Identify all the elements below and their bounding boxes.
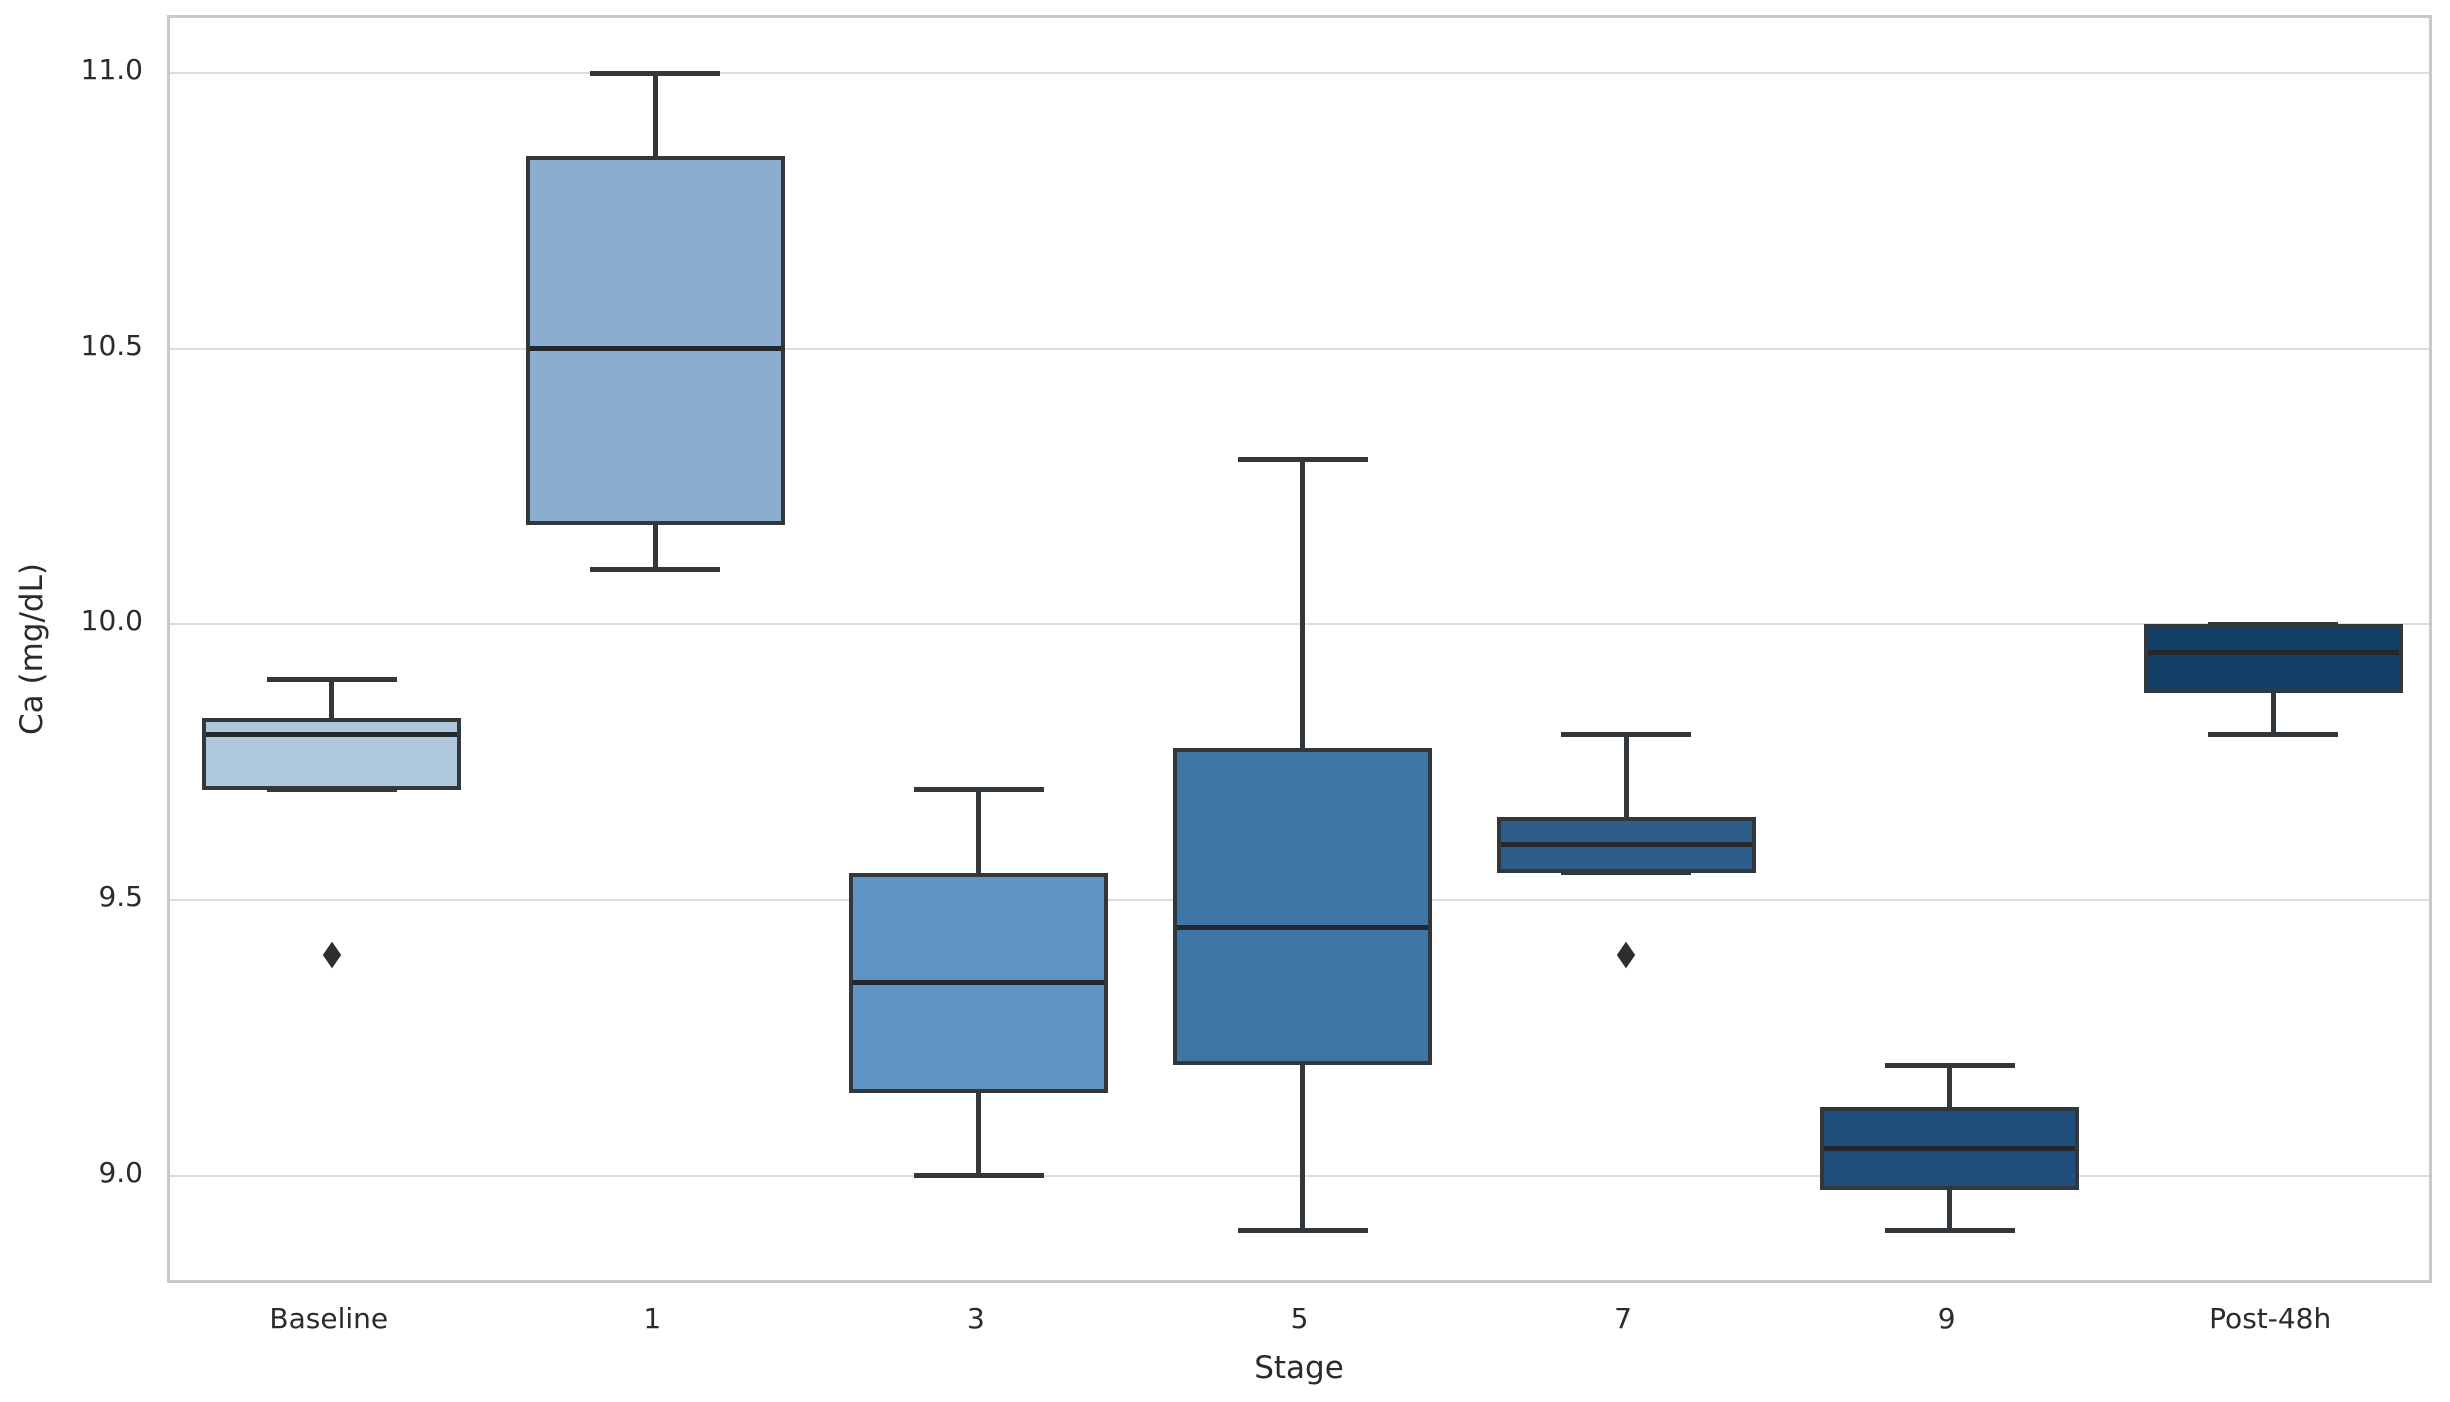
outlier-diamond (1616, 941, 1636, 969)
box (1173, 748, 1432, 1066)
lower-whisker-line (976, 1093, 982, 1176)
median-line (529, 346, 781, 352)
plot-area (167, 15, 2432, 1283)
upper-whisker-cap (1561, 732, 1692, 738)
x-tick-label: 7 (1614, 1302, 1632, 1335)
lower-whisker-cap (1561, 870, 1692, 876)
lower-whisker-cap (266, 787, 397, 793)
median-line (1500, 842, 1752, 848)
upper-whisker-line (652, 73, 658, 156)
x-tick-label: Post-48h (2209, 1302, 2332, 1335)
gridline (170, 1174, 2429, 1177)
upper-whisker-cap (266, 677, 397, 683)
upper-whisker-cap (913, 787, 1044, 793)
median-line (2147, 649, 2399, 655)
y-tick-label: 9.0 (98, 1155, 143, 1189)
upper-whisker-cap (1237, 456, 1368, 462)
lower-whisker-cap (2208, 732, 2339, 738)
gridline (170, 72, 2429, 75)
lower-whisker-cap (1237, 1228, 1368, 1234)
y-tick-label: 10.5 (80, 328, 143, 362)
upper-whisker-cap (1884, 1062, 2015, 1068)
x-tick-label: 5 (1290, 1302, 1309, 1335)
median-line (1824, 1145, 2076, 1151)
y-axis-label: Ca (mg/dL) (14, 563, 50, 735)
y-tick-label: 9.5 (98, 880, 143, 914)
box (2143, 624, 2403, 694)
upper-whisker-cap (590, 70, 721, 76)
x-tick-label: 9 (1937, 1302, 1956, 1335)
median-line (206, 732, 458, 738)
gridline (170, 623, 2429, 626)
lower-whisker-line (1300, 1065, 1305, 1231)
upper-whisker-line (976, 789, 982, 873)
upper-whisker-line (329, 679, 335, 719)
x-tick-label: 3 (967, 1302, 985, 1335)
box (525, 155, 785, 526)
upper-whisker-line (1623, 734, 1629, 818)
lower-whisker-line (652, 525, 658, 570)
median-line (853, 980, 1105, 986)
lower-whisker-cap (1884, 1228, 2015, 1234)
median-line (1177, 925, 1428, 931)
upper-whisker-line (1947, 1065, 1953, 1107)
x-tick-label: 1 (643, 1302, 662, 1335)
gridline (170, 347, 2429, 350)
outlier-diamond (322, 941, 341, 969)
lower-whisker-cap (590, 566, 721, 572)
x-axis-label: Stage (1254, 1350, 1344, 1386)
lower-whisker-line (1947, 1189, 1953, 1231)
y-tick-label: 10.0 (80, 604, 143, 638)
y-tick-label: 11.0 (80, 53, 143, 87)
box (202, 718, 462, 790)
lower-whisker-cap (913, 1173, 1044, 1179)
x-tick-label: Baseline (269, 1302, 389, 1335)
upper-whisker-line (1300, 459, 1305, 749)
lower-whisker-line (2270, 693, 2276, 735)
